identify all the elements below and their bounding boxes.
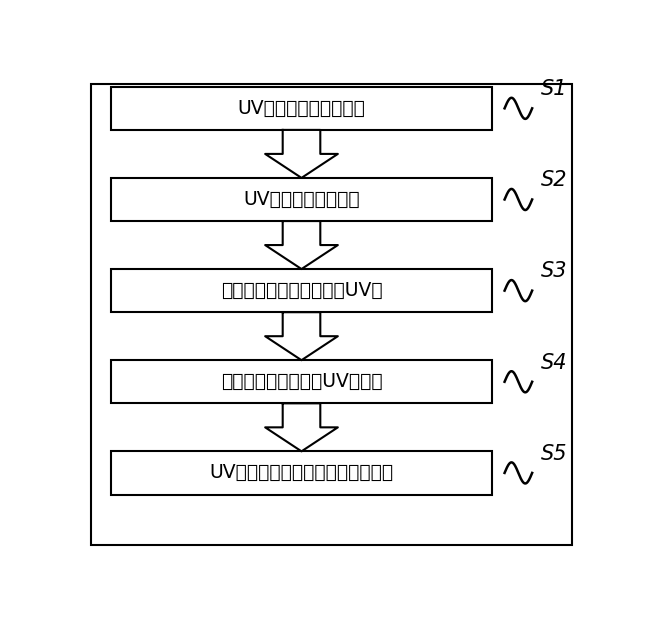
Text: S1: S1 <box>541 79 567 99</box>
Bar <box>283 403 320 427</box>
Bar <box>111 87 492 130</box>
Text: S2: S2 <box>541 170 567 190</box>
Polygon shape <box>265 245 338 269</box>
Text: S3: S3 <box>541 262 567 282</box>
Bar <box>111 451 492 495</box>
Bar <box>111 269 492 312</box>
Text: 在上述微透镜阵列上旋涂UV胶: 在上述微透镜阵列上旋涂UV胶 <box>221 281 382 300</box>
Polygon shape <box>265 154 338 178</box>
Polygon shape <box>265 336 338 360</box>
Text: UV压印制备微透镜纳米孔混合结构: UV压印制备微透镜纳米孔混合结构 <box>210 464 393 482</box>
Bar <box>111 178 492 221</box>
Bar <box>283 221 320 245</box>
Bar <box>283 312 320 336</box>
Text: 将纳米阵列置于上述UV胶层上: 将纳米阵列置于上述UV胶层上 <box>221 373 382 391</box>
Text: UV压印制作微透镜阵列: UV压印制作微透镜阵列 <box>237 99 366 118</box>
Polygon shape <box>265 427 338 451</box>
Text: S4: S4 <box>541 353 567 373</box>
Bar <box>283 130 320 154</box>
Bar <box>111 360 492 403</box>
Text: S5: S5 <box>541 444 567 464</box>
Text: UV压印制作纳米阵列: UV压印制作纳米阵列 <box>243 190 360 209</box>
